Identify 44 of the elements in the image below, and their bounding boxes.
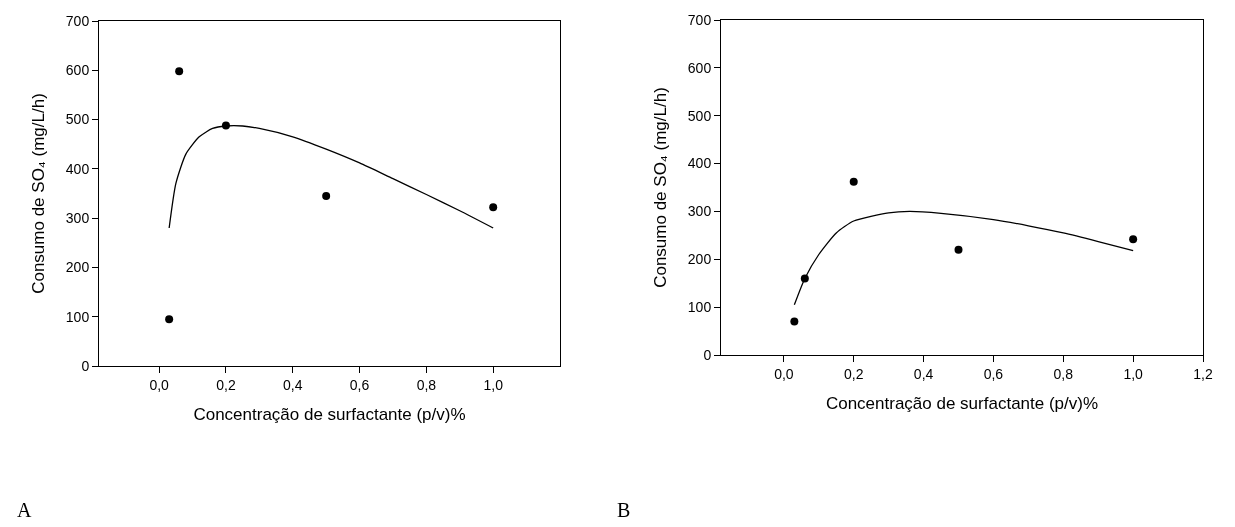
y-tick-label: 600 [65,62,90,79]
point [790,317,799,326]
point [849,177,858,186]
x-tick-label: 0,4 [913,365,934,382]
y-tick-label: 200 [687,251,712,268]
y-tick-label: 700 [65,12,90,29]
y-tick-label: 0 [81,357,90,374]
x-tick-label: 0,8 [416,376,437,393]
point [1129,235,1138,244]
x-tick-label: 0,0 [149,376,170,393]
x-tick-label: 0,6 [349,376,370,393]
point [175,67,184,76]
y-tick-label: 700 [687,11,712,28]
y-tick-label: 500 [65,111,90,128]
y-tick-label: 100 [65,308,90,325]
point [954,245,963,254]
y-tick-label: 400 [687,155,712,172]
x-tick-label: 0,2 [216,376,236,393]
text: B [617,499,631,521]
y-tick-label: 100 [687,299,712,316]
x-tick-label: 1,0 [1123,365,1144,382]
x-tick-label: 0,4 [283,376,303,393]
x-tick-label: 1,0 [483,376,504,393]
x-tick-label: 0,8 [1053,365,1074,382]
x-tick-label: 0,0 [774,365,794,382]
y-axis-title: Consumo de SO₄ (mg/L/h) [29,93,49,294]
x-tick-label: 0,6 [983,365,1004,382]
point [489,203,498,212]
y-tick-label: 400 [65,160,90,177]
point [165,315,174,324]
y-tick-label: 0 [703,346,712,363]
y-tick-label: 300 [65,210,90,227]
y-tick-label: 500 [687,107,712,124]
y-tick-label: 600 [687,59,712,76]
x-axis-title: Concentração de surfactante (p/v)% [193,405,466,425]
x-tick-label: 0,2 [843,365,864,382]
x-axis-title: Concentração de surfactante (p/v)% [825,394,1099,414]
y-axis-title: Consumo de SO₄ (mg/L/h) [651,87,671,288]
text: A [17,499,32,521]
y-tick-label: 200 [65,259,90,276]
y-tick-label: 300 [687,203,712,220]
line-series [793,210,1134,306]
point [322,191,331,200]
x-tick-label: 1,2 [1193,365,1213,382]
